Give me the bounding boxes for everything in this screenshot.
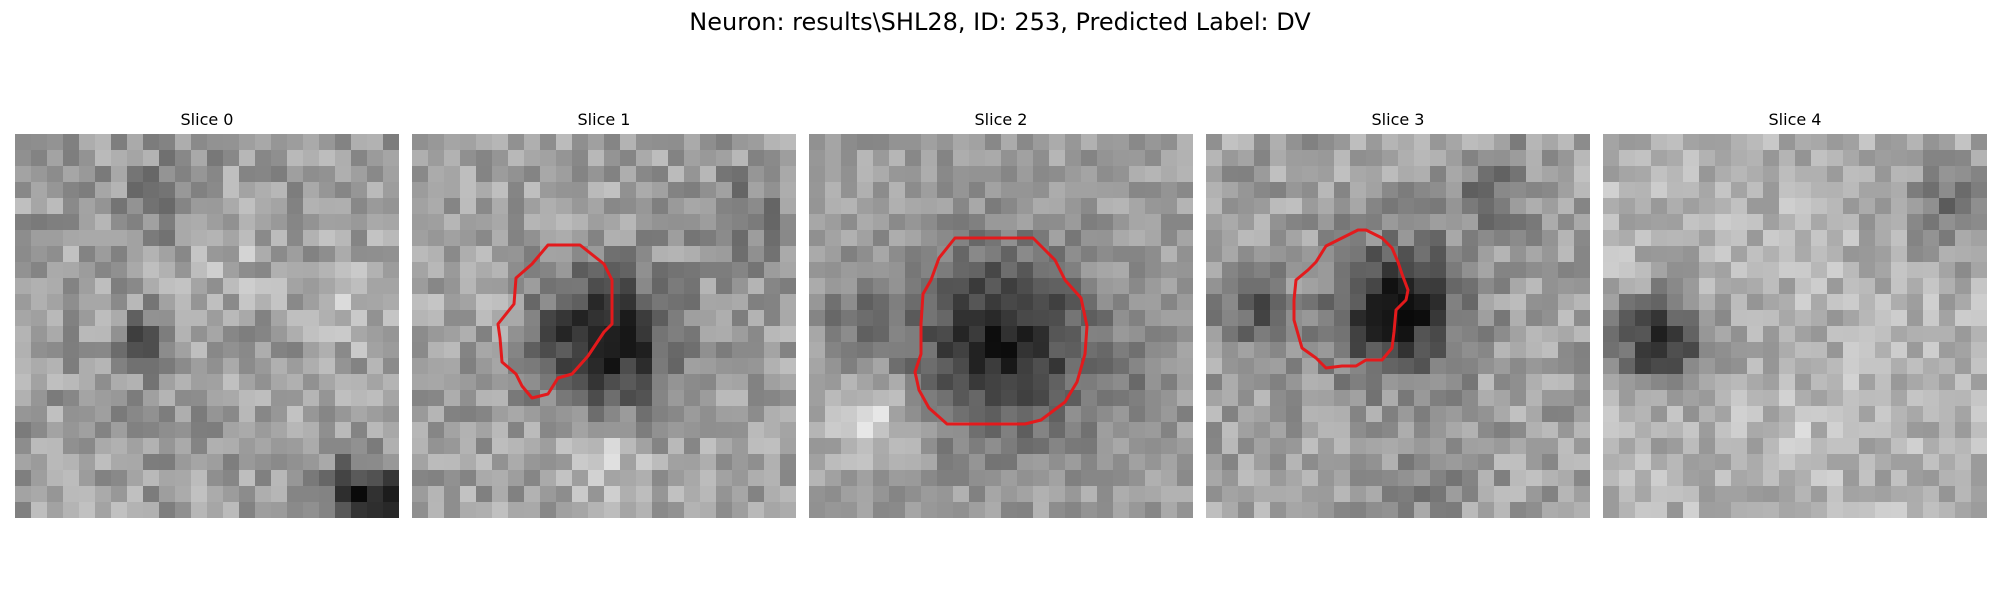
slice-panel-1: Slice 1 (412, 110, 796, 518)
slice-title: Slice 4 (1768, 110, 1822, 129)
neuron-contour (1292, 228, 1410, 370)
slice-title: Slice 3 (1371, 110, 1425, 129)
neuron-contour (913, 236, 1089, 426)
neuron-contour (496, 243, 614, 400)
slice-image-3 (1206, 134, 1590, 518)
pixel-grid (809, 134, 1193, 518)
slice-panel-4: Slice 4 (1603, 110, 1987, 518)
slice-panel-2: Slice 2 (809, 110, 1193, 518)
slice-panel-3: Slice 3 (1206, 110, 1590, 518)
slice-image-4 (1603, 134, 1987, 518)
pixel-grid (15, 134, 399, 518)
figure-title: Neuron: results\SHL28, ID: 253, Predicte… (689, 8, 1311, 36)
slice-title: Slice 1 (577, 110, 631, 129)
pixel-grid (1603, 134, 1987, 518)
slice-title: Slice 2 (974, 110, 1028, 129)
slice-title: Slice 0 (180, 110, 234, 129)
pixel-grid (1206, 134, 1590, 518)
slice-image-0 (15, 134, 399, 518)
pixel-grid (412, 134, 796, 518)
slice-panel-0: Slice 0 (15, 110, 399, 518)
slice-image-2 (809, 134, 1193, 518)
slice-image-1 (412, 134, 796, 518)
